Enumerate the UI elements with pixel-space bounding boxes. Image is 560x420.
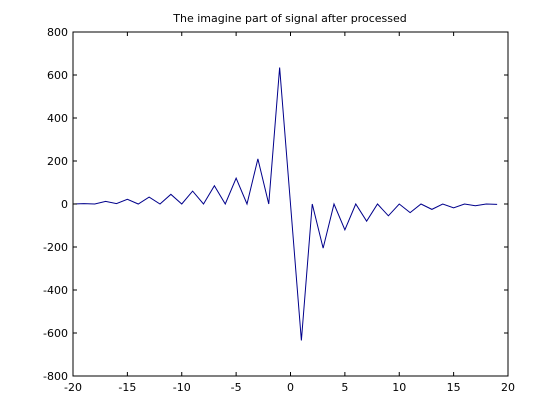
y-tick-label: 600 xyxy=(47,69,68,82)
series-line xyxy=(72,67,498,341)
y-tick-label: -600 xyxy=(43,327,68,340)
x-tick-label: -10 xyxy=(173,381,191,394)
x-tick-label: -5 xyxy=(231,381,242,394)
x-tick-label: 15 xyxy=(447,381,461,394)
x-tick-label: 20 xyxy=(501,381,515,394)
x-tick-label: 0 xyxy=(287,381,294,394)
plot-area: -20 -15 -10 -5 0 5 10 15 20 -800 -600 -400 -200 0 200 4… xyxy=(43,26,515,394)
x-tick-label: -15 xyxy=(118,381,136,394)
y-tick-label: 200 xyxy=(47,155,68,168)
y-tick-label: -800 xyxy=(43,370,68,383)
y-tick-label: 800 xyxy=(47,26,68,39)
x-tick-label: 10 xyxy=(392,381,406,394)
chart-title: The imagine part of signal after process… xyxy=(172,12,406,25)
y-tick-label: 0 xyxy=(61,198,68,211)
y-tick-label: -400 xyxy=(43,284,68,297)
y-tick-label: 400 xyxy=(47,112,68,125)
x-tick-label: -20 xyxy=(64,381,82,394)
x-tick-label: 5 xyxy=(341,381,348,394)
y-tick-label: -200 xyxy=(43,241,68,254)
